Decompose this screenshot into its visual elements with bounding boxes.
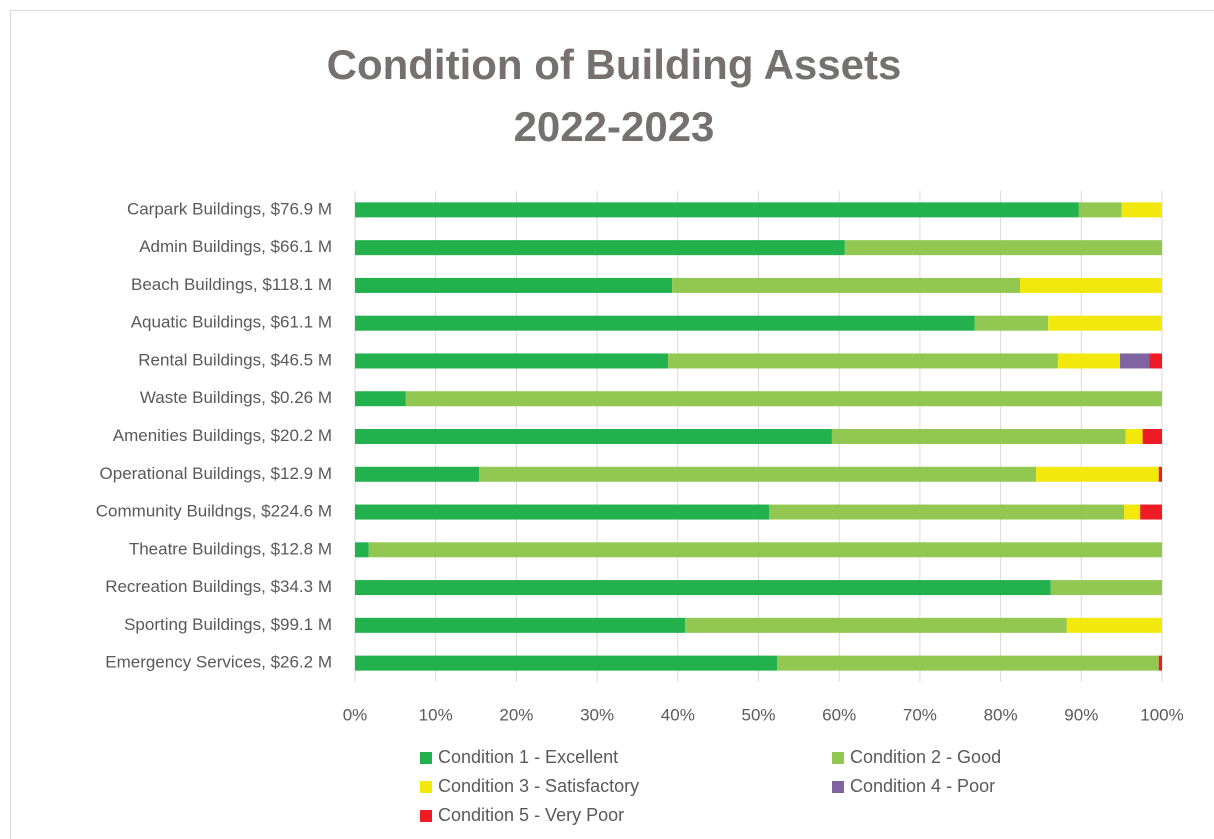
y-tick-label: Carpark Buildings, $76.9 M xyxy=(127,199,332,218)
legend-swatch xyxy=(832,781,844,793)
bar-segment xyxy=(355,240,845,256)
bar-segment xyxy=(355,504,769,520)
bar-segment xyxy=(1124,504,1141,520)
legend-label: Condition 5 - Very Poor xyxy=(438,805,624,825)
x-tick-label: 100% xyxy=(1140,705,1183,724)
y-tick-label: Recreation Buildings, $34.3 M xyxy=(105,577,332,596)
bar-segment xyxy=(672,277,1020,293)
chart-border xyxy=(10,10,1214,839)
bar-segment xyxy=(768,504,1125,520)
bar-segment xyxy=(668,353,1058,369)
bar-segment xyxy=(1149,353,1162,369)
x-tick-label: 20% xyxy=(499,705,533,724)
legend-label: Condition 2 - Good xyxy=(850,747,1001,767)
y-tick-label: Emergency Services, $26.2 M xyxy=(105,653,332,672)
bar-segment xyxy=(405,391,1162,407)
x-tick-label: 0% xyxy=(343,705,368,724)
bar-segment xyxy=(355,353,669,369)
bar-segment xyxy=(355,580,1051,596)
bar-segment xyxy=(1140,504,1162,520)
bar-segment xyxy=(1125,429,1143,444)
bar-segment xyxy=(355,277,673,293)
y-tick-label: Amenities Buildings, $20.2 M xyxy=(113,426,332,445)
legend-swatch xyxy=(420,810,432,822)
bar-segment xyxy=(1142,429,1162,444)
bar-segment xyxy=(777,655,1159,671)
x-tick-label: 40% xyxy=(661,705,695,724)
x-tick-label: 90% xyxy=(1064,705,1098,724)
bar-segment xyxy=(1048,315,1162,331)
legend-swatch xyxy=(832,752,844,764)
x-tick-label: 30% xyxy=(580,705,614,724)
bar-segment xyxy=(1057,353,1121,369)
y-tick-label: Beach Buildings, $118.1 M xyxy=(131,275,332,294)
y-tick-label: Aquatic Buildings, $61.1 M xyxy=(131,313,332,332)
bar-segment xyxy=(1120,353,1150,369)
bar-segment xyxy=(355,202,1079,218)
legend-label: Condition 1 - Excellent xyxy=(438,747,618,767)
y-tick-label: Operational Buildings, $12.9 M xyxy=(100,464,332,483)
bar-segment xyxy=(685,617,1067,633)
x-tick-label: 50% xyxy=(741,705,775,724)
bar-segment xyxy=(1121,202,1162,218)
y-tick-label: Rental Buildings, $46.5 M xyxy=(138,350,332,369)
legend-swatch xyxy=(420,781,432,793)
bar-segment xyxy=(355,315,975,331)
y-tick-label: Waste Buildings, $0.26 M xyxy=(140,388,332,407)
y-tick-label: Admin Buildings, $66.1 M xyxy=(139,237,332,256)
bar-segment xyxy=(355,466,480,482)
bar-segment xyxy=(1036,466,1159,482)
bar-segment xyxy=(1050,580,1162,596)
bar-segment xyxy=(1158,655,1162,671)
chart-title: Condition of Building Assets xyxy=(327,41,902,88)
bar-segment xyxy=(1019,277,1162,293)
bar-segment xyxy=(355,542,369,558)
bar-segment xyxy=(355,391,406,407)
x-tick-label: 10% xyxy=(419,705,453,724)
legend-label: Condition 4 - Poor xyxy=(850,776,995,796)
bar-segment xyxy=(1078,202,1122,218)
bar-segment xyxy=(974,315,1049,331)
bar-segment xyxy=(355,655,778,671)
legend-swatch xyxy=(420,752,432,764)
x-tick-label: 70% xyxy=(903,705,937,724)
bar-segment xyxy=(844,240,1162,256)
chart-title: 2022-2023 xyxy=(514,103,715,150)
bar-segment xyxy=(355,617,686,633)
bar-segment xyxy=(831,429,1126,444)
bar-segment xyxy=(368,542,1162,558)
bar-segment xyxy=(479,466,1037,482)
x-tick-label: 60% xyxy=(822,705,856,724)
legend-label: Condition 3 - Satisfactory xyxy=(438,776,639,796)
x-tick-label: 80% xyxy=(984,705,1018,724)
y-tick-label: Community Buildngs, $224.6 M xyxy=(96,502,332,521)
bar-segment xyxy=(1158,466,1162,482)
y-tick-label: Theatre Buildings, $12.8 M xyxy=(129,539,332,558)
y-tick-label: Sporting Buildings, $99.1 M xyxy=(124,615,332,634)
bar-segment xyxy=(355,429,832,444)
bar-segment xyxy=(1066,617,1162,633)
